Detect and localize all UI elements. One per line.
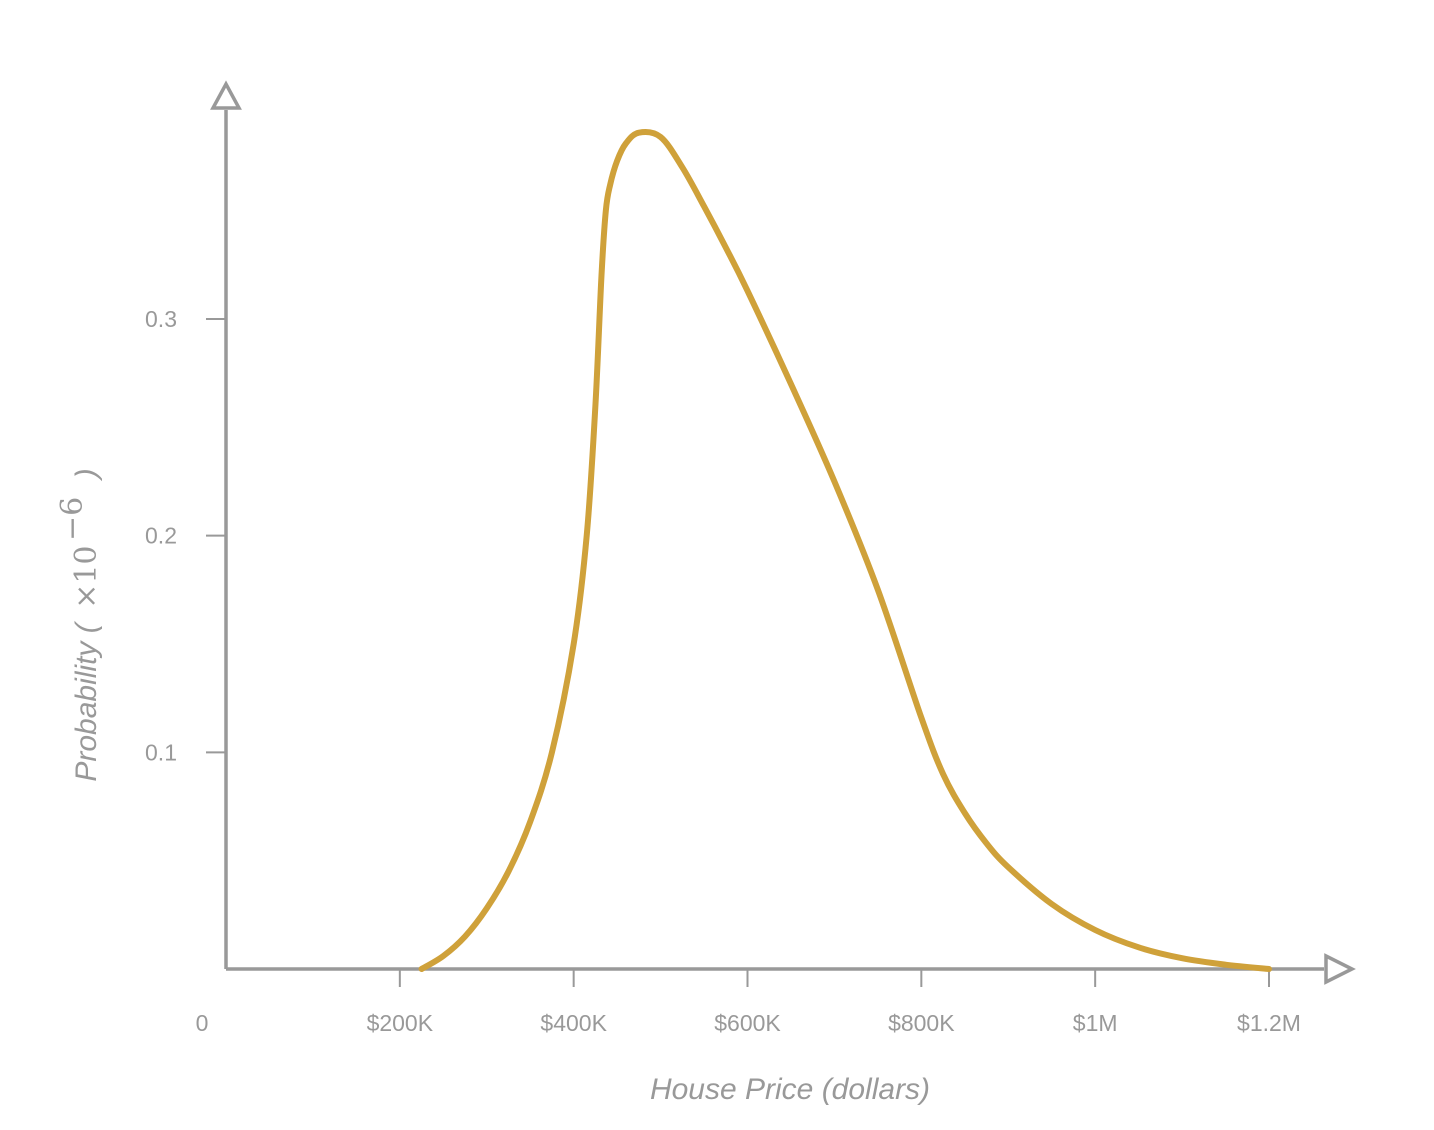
x-axis-arrow-icon <box>1324 953 1356 985</box>
y-axis-title-exponent: −6 <box>55 497 90 541</box>
y-tick-label: 0.2 <box>145 523 177 549</box>
x-tick-label: 0 <box>196 1010 209 1036</box>
x-tick-label: $600K <box>714 1010 781 1036</box>
x-tick-label: $200K <box>367 1010 434 1036</box>
y-axis-title-multiplier: ×10 <box>69 545 104 608</box>
x-axis-title: House Price (dollars) <box>650 1073 930 1106</box>
y-axis-arrow-icon <box>210 80 242 110</box>
y-ticks: 0.1 0.2 0.3 <box>145 306 226 765</box>
y-tick-label: 0.3 <box>145 306 177 332</box>
x-tick-label: $1.2M <box>1237 1010 1301 1036</box>
density-curve <box>418 129 1272 972</box>
y-axis-title: Probability ( ×10 −6 ) <box>55 468 104 781</box>
x-ticks: 0 $200K $400K $600K $800K $1M $1.2M <box>196 969 1301 1036</box>
y-axis-title-close: ) <box>70 468 103 481</box>
x-tick-label: $400K <box>540 1010 607 1036</box>
axes <box>210 80 1356 985</box>
svg-text:Probability ( ×10: Probability ( ×10 −6 ) <box>55 468 104 781</box>
x-tick-label: $1M <box>1073 1010 1118 1036</box>
x-tick-label: $800K <box>888 1010 955 1036</box>
series-layer <box>418 129 1272 972</box>
y-axis-title-text: Probability ( <box>70 620 103 781</box>
y-tick-label: 0.1 <box>145 739 177 765</box>
